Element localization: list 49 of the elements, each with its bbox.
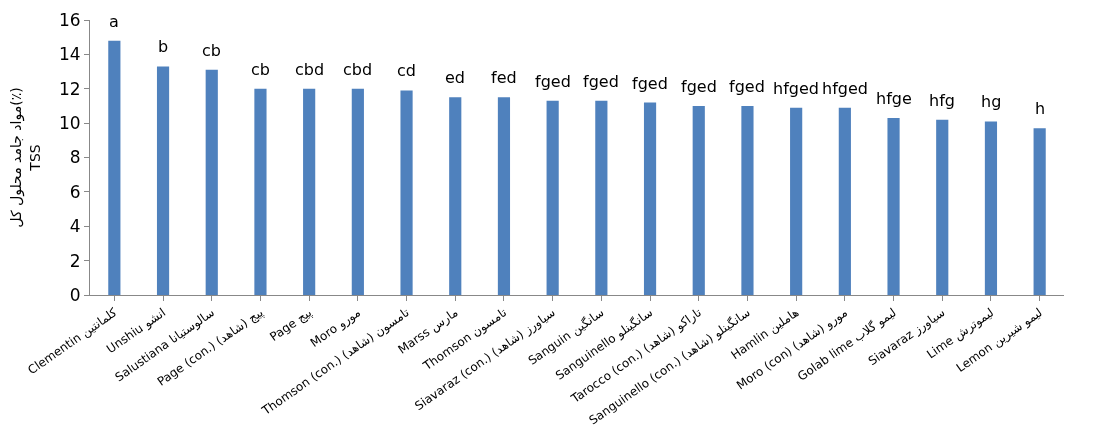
annotation: a	[109, 12, 119, 31]
bar	[936, 119, 949, 295]
bar	[887, 117, 900, 295]
bar	[497, 97, 511, 295]
y-tick-label: 12	[58, 78, 81, 99]
annotation: cbd	[343, 60, 373, 79]
bar	[156, 66, 170, 295]
y-tick-label: 2	[69, 250, 81, 271]
annotation: h	[1035, 99, 1046, 118]
y-tick-label: 4	[69, 216, 81, 237]
annotation: hfg	[929, 91, 955, 110]
bar	[303, 88, 316, 295]
bar	[546, 100, 559, 295]
bar	[108, 40, 121, 295]
bar	[449, 97, 462, 295]
annotation: hfge	[876, 89, 912, 108]
annotation: hfged	[822, 79, 868, 98]
bar	[643, 102, 657, 295]
annotation: hfged	[773, 79, 819, 98]
bar	[741, 105, 754, 295]
bar	[595, 100, 608, 295]
bar	[205, 69, 218, 295]
annotation: fged	[535, 72, 571, 91]
y-tick-label: 10	[58, 113, 81, 134]
bar	[984, 121, 998, 295]
bar	[838, 107, 851, 295]
annotation: fged	[729, 77, 765, 96]
annotation: fged	[681, 77, 717, 96]
annotation: fged	[632, 74, 668, 93]
annotation: cb	[202, 41, 221, 60]
annotation: fged	[583, 72, 619, 91]
bar	[400, 90, 413, 295]
bar	[351, 88, 364, 295]
y-tick-label: 6	[69, 181, 81, 202]
y-tick-label: 0	[69, 284, 81, 305]
bar	[790, 107, 803, 295]
annotation: cb	[251, 60, 270, 79]
bar	[1033, 128, 1046, 295]
y-tick-label: 8	[69, 147, 81, 168]
bar	[692, 105, 705, 295]
annotation: b	[158, 37, 169, 56]
annotation: ed	[445, 68, 465, 87]
annotation: cd	[397, 61, 416, 80]
annotation: cbd	[295, 60, 325, 79]
annotation: hg	[981, 92, 1002, 111]
y-tick-label: 16	[58, 9, 81, 30]
bar	[254, 88, 267, 295]
annotation: fed	[491, 68, 517, 87]
y-tick-label: 14	[58, 44, 81, 65]
